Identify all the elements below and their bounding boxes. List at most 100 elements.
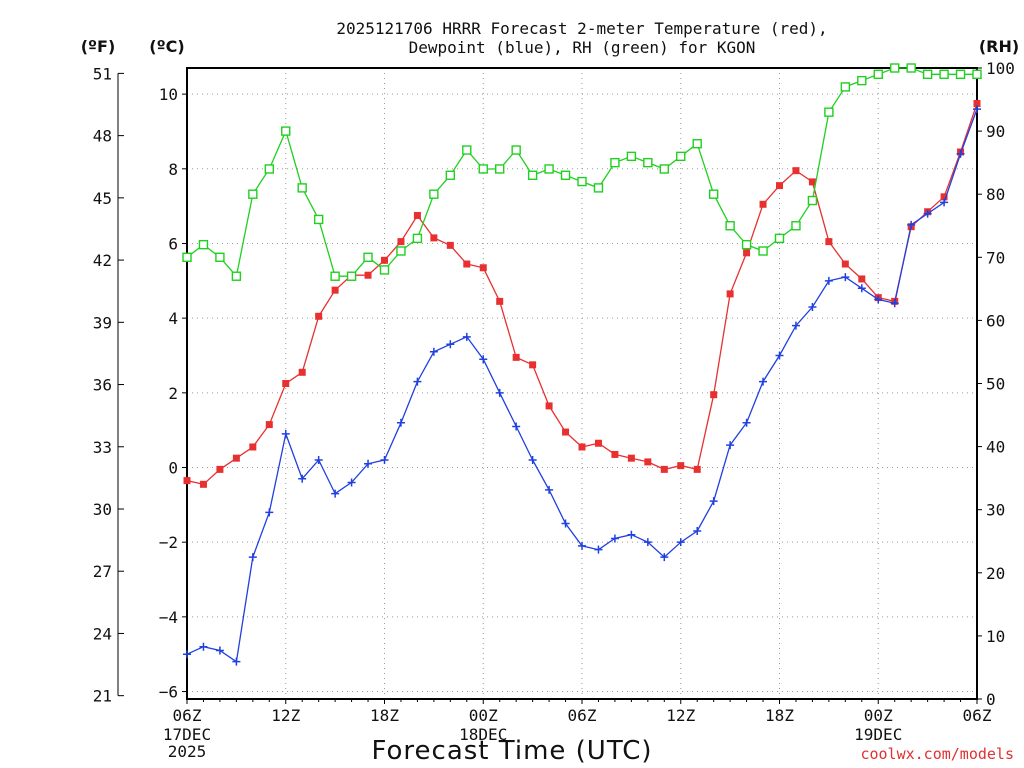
dewpoint-point bbox=[923, 209, 932, 218]
x-tick-label: 18Z bbox=[370, 706, 399, 725]
dewpoint-point bbox=[215, 646, 224, 655]
x-tick-label: 00Z bbox=[469, 706, 498, 725]
temperature-point bbox=[743, 249, 751, 257]
celsius-tick-label: 4 bbox=[168, 309, 178, 328]
relative-humidity-point bbox=[396, 246, 406, 256]
rh-tick-label: 30 bbox=[986, 501, 1005, 520]
dewpoint-point bbox=[808, 302, 817, 311]
celsius-tick-label: 6 bbox=[168, 234, 178, 253]
x-tick-label: 06Z bbox=[568, 706, 597, 725]
temperature-point bbox=[364, 271, 372, 279]
dewpoint-point bbox=[610, 534, 619, 543]
temperature-point bbox=[627, 454, 635, 462]
temperature-point bbox=[858, 275, 866, 283]
dewpoint-point bbox=[676, 538, 685, 547]
dewpoint-point bbox=[742, 418, 751, 427]
temperature-point bbox=[446, 241, 454, 249]
x-tick-label: 06Z bbox=[173, 706, 202, 725]
relative-humidity-point bbox=[577, 176, 587, 187]
dewpoint-point bbox=[824, 276, 833, 285]
dewpoint-point bbox=[347, 478, 356, 487]
relative-humidity-point bbox=[922, 69, 933, 80]
dewpoint-point bbox=[331, 489, 340, 498]
relative-humidity-point bbox=[379, 265, 390, 275]
rh-tick-label: 50 bbox=[986, 375, 1005, 394]
temperature-point bbox=[841, 260, 849, 268]
dewpoint-point bbox=[364, 459, 373, 468]
relative-humidity-point bbox=[643, 157, 653, 168]
celsius-tick-label: −6 bbox=[159, 683, 178, 702]
relative-humidity-point bbox=[231, 271, 242, 281]
dewpoint-point bbox=[248, 553, 257, 562]
temperature-point bbox=[562, 428, 570, 436]
fahrenheit-tick-label: 51 bbox=[93, 64, 112, 83]
temperature-point bbox=[611, 450, 619, 458]
dewpoint-point bbox=[396, 418, 405, 427]
temperature-point bbox=[726, 290, 734, 298]
dewpoint-point bbox=[627, 530, 636, 539]
relative-humidity-point bbox=[791, 221, 801, 231]
temperature-point bbox=[512, 353, 520, 361]
relative-humidity-point bbox=[560, 170, 571, 180]
dewpoint-point bbox=[314, 456, 323, 465]
time-axis: 06Z 12Z 18Z 00Z 06Z 12Z 18Z 00Z 06Z17DEC202518DE… bbox=[163, 699, 992, 761]
relative-humidity-point bbox=[511, 145, 521, 155]
temperature-point bbox=[792, 167, 800, 175]
temperature-point bbox=[315, 312, 323, 320]
dewpoint-point bbox=[907, 220, 916, 229]
rh-tick-label: 10 bbox=[986, 627, 1005, 646]
fahrenheit-tick-label: 24 bbox=[93, 624, 112, 643]
dewpoint-point bbox=[660, 553, 669, 562]
credit-label: coolwx.com/models bbox=[860, 745, 1014, 763]
temperature-point bbox=[776, 182, 783, 190]
rh-tick-label: 20 bbox=[986, 564, 1005, 583]
dewpoint-point bbox=[232, 657, 241, 666]
relative-humidity-point bbox=[857, 75, 867, 86]
rh-tick-label: 100 bbox=[986, 59, 1015, 78]
relative-humidity-point bbox=[281, 126, 291, 136]
temperature-point bbox=[413, 211, 421, 219]
celsius-tick-label: −4 bbox=[159, 608, 178, 627]
relative-humidity-point bbox=[807, 195, 818, 206]
x-tick-label: 12Z bbox=[271, 706, 300, 725]
relative-humidity-point bbox=[363, 252, 373, 263]
relative-humidity-point bbox=[626, 151, 637, 162]
x-tick-label: 00Z bbox=[864, 706, 893, 725]
celsius-tick-label: 8 bbox=[168, 160, 178, 179]
fahrenheit-tick-label: 45 bbox=[93, 189, 112, 208]
relative-humidity-point bbox=[330, 271, 340, 281]
relative-humidity-point bbox=[659, 164, 669, 174]
relative-humidity-point bbox=[297, 183, 307, 193]
dewpoint-point bbox=[265, 508, 274, 517]
dewpoint-point bbox=[940, 198, 949, 207]
celsius-unit-label: (ºC) bbox=[149, 37, 184, 56]
dewpoint-point bbox=[857, 284, 866, 293]
dewpoint-point bbox=[775, 351, 784, 360]
temperature-point bbox=[199, 480, 207, 488]
temperature-point bbox=[808, 178, 816, 186]
dewpoint-point bbox=[693, 526, 702, 535]
temperature-point bbox=[249, 443, 257, 451]
relative-humidity-point bbox=[593, 183, 604, 193]
dewpoint-point bbox=[874, 295, 883, 304]
temperature-point bbox=[677, 462, 685, 470]
fahrenheit-tick-label: 30 bbox=[93, 500, 112, 519]
date-label: 2025 bbox=[168, 742, 207, 761]
rh-unit-label: (RH) bbox=[979, 37, 1019, 56]
dewpoint-point bbox=[956, 149, 965, 158]
temperature-point bbox=[973, 99, 981, 107]
date-label: 19DEC bbox=[854, 725, 902, 744]
relative-humidity-point bbox=[412, 233, 423, 244]
temperature-point bbox=[660, 465, 668, 473]
dewpoint-point bbox=[578, 541, 586, 550]
dewpoint-point bbox=[726, 441, 735, 450]
date-label: 18DEC bbox=[459, 725, 507, 744]
relative-humidity-point bbox=[890, 63, 900, 73]
relative-humidity-point bbox=[873, 69, 883, 80]
fahrenheit-tick-label: 21 bbox=[93, 687, 112, 706]
temperature-point bbox=[265, 421, 273, 429]
x-tick-label: 12Z bbox=[666, 706, 695, 725]
dewpoint-point bbox=[545, 485, 554, 494]
x-tick-label: 18Z bbox=[765, 706, 794, 725]
